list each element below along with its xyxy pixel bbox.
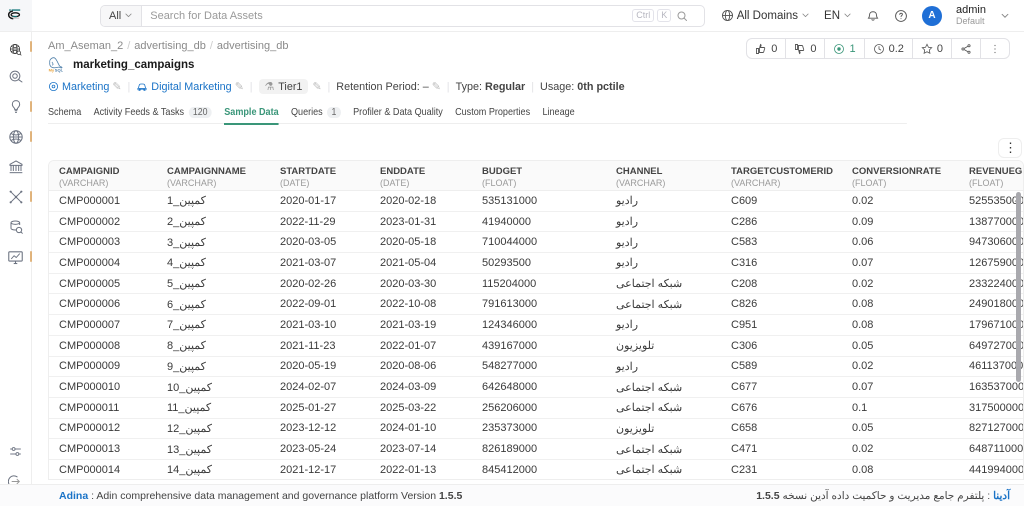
- svg-text:My: My: [49, 67, 55, 72]
- svg-text:SQL: SQL: [55, 67, 64, 72]
